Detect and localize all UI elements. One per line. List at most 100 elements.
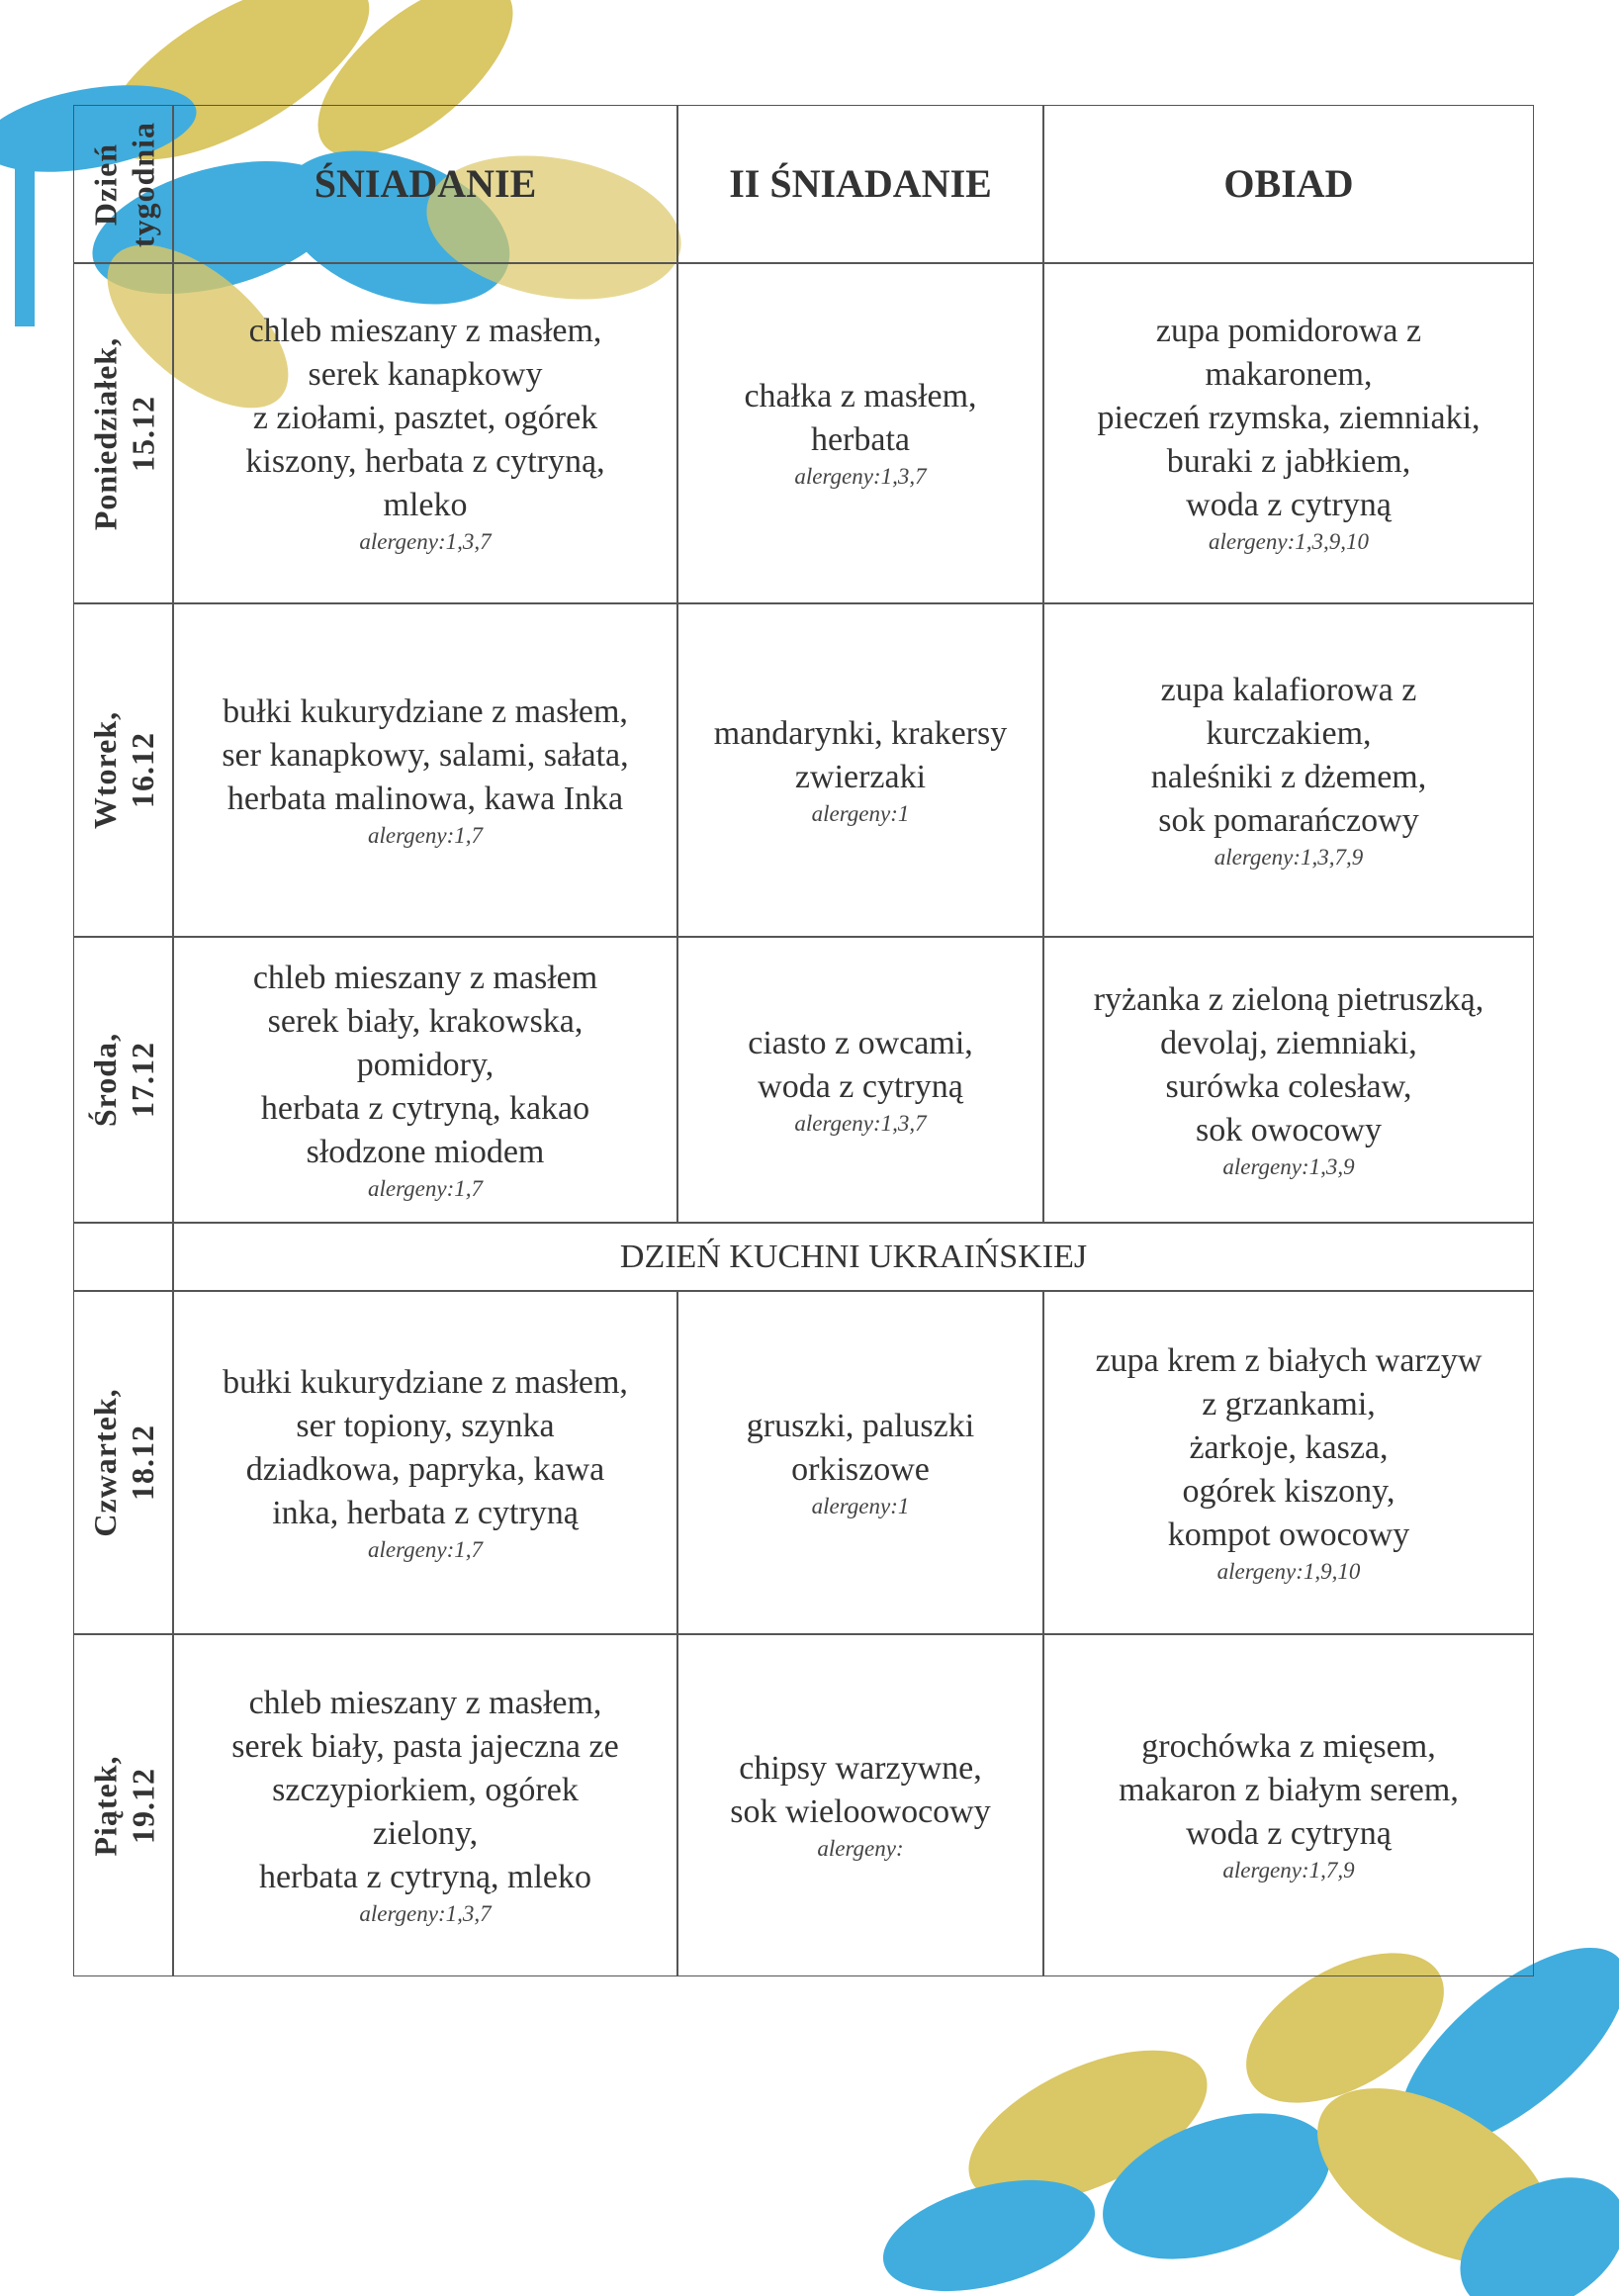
meal-line: zielony, bbox=[372, 1815, 479, 1852]
meal-line: kurczakiem, bbox=[1206, 714, 1372, 752]
day-cell bbox=[73, 1223, 173, 1291]
day-text: 19.12 bbox=[124, 1767, 160, 1844]
day-label: Czwartek, 18.12 bbox=[73, 1291, 173, 1634]
allergens: alergeny: bbox=[817, 1836, 904, 1861]
meal-cell: mandarynki, krakersy zwierzaki alergeny:1 bbox=[677, 603, 1043, 937]
meal-line: zupa pomidorowa z bbox=[1155, 313, 1422, 349]
meal-line: inka, herbata z cytryną bbox=[272, 1494, 579, 1531]
day-cell bbox=[73, 263, 173, 603]
allergens: alergeny:1,3,7 bbox=[359, 529, 492, 554]
allergens: alergeny:1,9,10 bbox=[1216, 1558, 1361, 1584]
meal-cell: ryżanka z zieloną pietruszką, devolaj, zi… bbox=[1043, 937, 1534, 1223]
meal-line: devolaj, ziemniaki, bbox=[1160, 1024, 1417, 1061]
meal-line: chałka z masłem, bbox=[744, 378, 977, 414]
meal-line: ser kanapkowy, salami, sałata, bbox=[222, 736, 629, 774]
day-text: 17.12 bbox=[124, 1042, 160, 1118]
meal-cell: zupa pomidorowa z makaronem, pieczeń rzyms… bbox=[1043, 263, 1534, 603]
day-cell bbox=[73, 603, 173, 937]
meal-line: woda z cytryną bbox=[1186, 1815, 1392, 1852]
day-text: Poniedziałek, bbox=[86, 336, 123, 530]
allergens: alergeny:1,7 bbox=[367, 1536, 484, 1562]
banner: DZIEŃ KUCHNI UKRAIŃSKIEJ bbox=[619, 1238, 1088, 1275]
meal-line: chleb mieszany z masłem, bbox=[248, 313, 602, 349]
day-label: Środa, 17.12 bbox=[73, 937, 173, 1223]
column-header: ŚNIADANIE bbox=[173, 105, 677, 263]
allergens: alergeny:1,3,7,9 bbox=[1214, 844, 1364, 870]
column-title: ŚNIADANIE bbox=[314, 161, 537, 206]
meal-line: pomidory, bbox=[356, 1046, 495, 1083]
meal-line: pieczeń rzymska, ziemniaki, bbox=[1097, 400, 1481, 436]
meal-line: ser topiony, szynka bbox=[296, 1407, 555, 1444]
meal-line: orkiszowe bbox=[791, 1450, 930, 1488]
day-cell bbox=[73, 937, 173, 1223]
allergens: alergeny:1,3,9 bbox=[1222, 1153, 1355, 1179]
day-text: Wtorek, bbox=[86, 710, 123, 830]
day-label: Piątek, 19.12 bbox=[73, 1634, 173, 1976]
allergens: alergeny:1 bbox=[811, 1493, 910, 1518]
meal-line: chleb mieszany z masłem, bbox=[248, 1685, 602, 1721]
day-cell bbox=[73, 1634, 173, 1976]
meal-line: sok pomarańczowy bbox=[1158, 801, 1419, 839]
column-title: OBIAD bbox=[1223, 161, 1354, 206]
meal-line: mandarynki, krakersy bbox=[713, 714, 1008, 752]
meal-line: szczypiorkiem, ogórek bbox=[272, 1772, 579, 1808]
meal-line: herbata z cytryną, kakao bbox=[260, 1089, 590, 1127]
meal-line: serek kanapkowy bbox=[308, 356, 543, 393]
meal-line: sok owocowy bbox=[1196, 1111, 1382, 1148]
meal-line: buraki z jabłkiem, bbox=[1166, 443, 1411, 480]
meal-line: zupa krem z białych warzyw bbox=[1095, 1341, 1483, 1379]
meal-cell: chleb mieszany z masłem, serek biały, pas… bbox=[173, 1634, 677, 1976]
meal-line: woda z cytryną bbox=[758, 1067, 963, 1105]
day-text: Piątek, bbox=[86, 1754, 123, 1857]
meal-cell: grochówka z mięsem, makaron z białym sere… bbox=[1043, 1634, 1534, 1976]
meal-cell: gruszki, paluszki orkiszowe alergeny:1 bbox=[677, 1291, 1043, 1634]
column-header: II ŚNIADANIE bbox=[677, 105, 1043, 263]
meal-line: kiszony, herbata z cytryną, bbox=[245, 443, 605, 480]
meal-line: surówka colesław, bbox=[1165, 1067, 1412, 1105]
day-text: Czwartek, bbox=[86, 1388, 123, 1537]
allergens: alergeny:1,7 bbox=[367, 1175, 484, 1201]
allergens: alergeny:1,3,7 bbox=[794, 464, 927, 489]
meal-line: grochówka z mięsem, bbox=[1141, 1728, 1436, 1765]
meal-line: z grzankami, bbox=[1202, 1385, 1376, 1423]
allergens: alergeny:1,7 bbox=[367, 822, 484, 848]
meal-line: bułki kukurydziane z masłem, bbox=[223, 1363, 628, 1401]
meal-line: z ziołami, pasztet, ogórek bbox=[252, 400, 598, 436]
column-title: II ŚNIADANIE bbox=[729, 161, 992, 206]
meal-line: woda z cytryną bbox=[1186, 487, 1392, 523]
meal-cell: chleb mieszany z masłem serek biały, krak… bbox=[173, 937, 677, 1223]
meal-cell: ciasto z owcami, woda z cytryną alergeny:1… bbox=[677, 937, 1043, 1223]
meal-line: herbata malinowa, kawa Inka bbox=[226, 780, 624, 817]
meal-cell: chleb mieszany z masłem, serek kanapkowy z… bbox=[173, 263, 677, 603]
allergens: alergeny:1,3,7 bbox=[794, 1110, 927, 1136]
day-text: 18.12 bbox=[124, 1424, 160, 1501]
meal-line: chleb mieszany z masłem bbox=[252, 959, 598, 996]
day-text: tygodnia bbox=[124, 121, 160, 247]
day-text: 15.12 bbox=[124, 395, 160, 472]
meal-line: słodzone miodem bbox=[306, 1133, 545, 1170]
day-cell bbox=[73, 105, 173, 263]
meal-line: ciasto z owcami, bbox=[748, 1024, 973, 1061]
meal-line: herbata z cytryną, mleko bbox=[258, 1859, 592, 1895]
meal-line: mleko bbox=[383, 487, 468, 523]
banner-cell: DZIEŃ KUCHNI UKRAIŃSKIEJ bbox=[173, 1223, 1534, 1291]
meal-line: dziadkowa, papryka, kawa bbox=[245, 1450, 605, 1488]
meal-line: bułki kukurydziane z masłem, bbox=[223, 692, 628, 730]
day-text: Dzień bbox=[86, 142, 123, 226]
meal-cell: zupa krem z białych warzyw z grzankami, ża… bbox=[1043, 1291, 1534, 1634]
meal-line: gruszki, paluszki bbox=[746, 1407, 975, 1444]
meal-cell: bułki kukurydziane z masłem, ser kanapkow… bbox=[173, 603, 677, 937]
meal-line: żarkoje, kasza, bbox=[1189, 1428, 1389, 1466]
meal-line: zwierzaki bbox=[794, 758, 927, 795]
meal-line: sok wieloowocowy bbox=[730, 1793, 991, 1830]
day-label: Wtorek, 16.12 bbox=[73, 603, 173, 937]
day-cell bbox=[73, 1291, 173, 1634]
meal-cell: chipsy warzywne, sok wieloowocowy alergeny… bbox=[677, 1634, 1043, 1976]
meal-line: makaron z białym serem, bbox=[1119, 1772, 1459, 1808]
allergens: alergeny:1,3,7 bbox=[359, 1901, 492, 1926]
day-column-header: Dzień tygodnia bbox=[73, 105, 173, 263]
meal-line: zupa kalafiorowa z bbox=[1160, 671, 1417, 708]
meal-line: herbata bbox=[810, 421, 911, 458]
